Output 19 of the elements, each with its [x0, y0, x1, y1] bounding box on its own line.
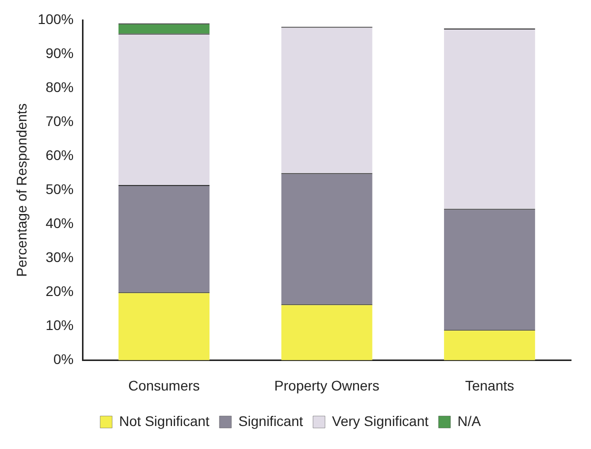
legend-label: Very Significant — [332, 412, 429, 429]
legend-label: Not Significant — [119, 412, 210, 429]
x-tick-label: Tenants — [465, 377, 514, 394]
legend-label: N/A — [458, 412, 482, 429]
y-tick-label: 50% — [46, 180, 74, 197]
x-tick-label: Consumers — [128, 377, 200, 394]
y-tick-label: 30% — [46, 249, 74, 265]
y-tick-label: 40% — [46, 214, 74, 231]
y-tick-label: 60% — [46, 146, 74, 163]
y-tick-label: 80% — [46, 78, 74, 95]
x-tick-label: Property Owners — [274, 377, 380, 394]
y-tick-label: 90% — [46, 44, 74, 61]
y-tick-label: 100% — [38, 10, 74, 27]
y-axis-title: Percentage of Respondents — [13, 103, 30, 277]
y-tick-label: 20% — [46, 283, 74, 300]
legend-label: Significant — [238, 412, 304, 429]
y-tick-label: 10% — [46, 317, 74, 334]
y-tick-label: 70% — [46, 112, 74, 129]
y-tick-label: 0% — [53, 351, 74, 368]
